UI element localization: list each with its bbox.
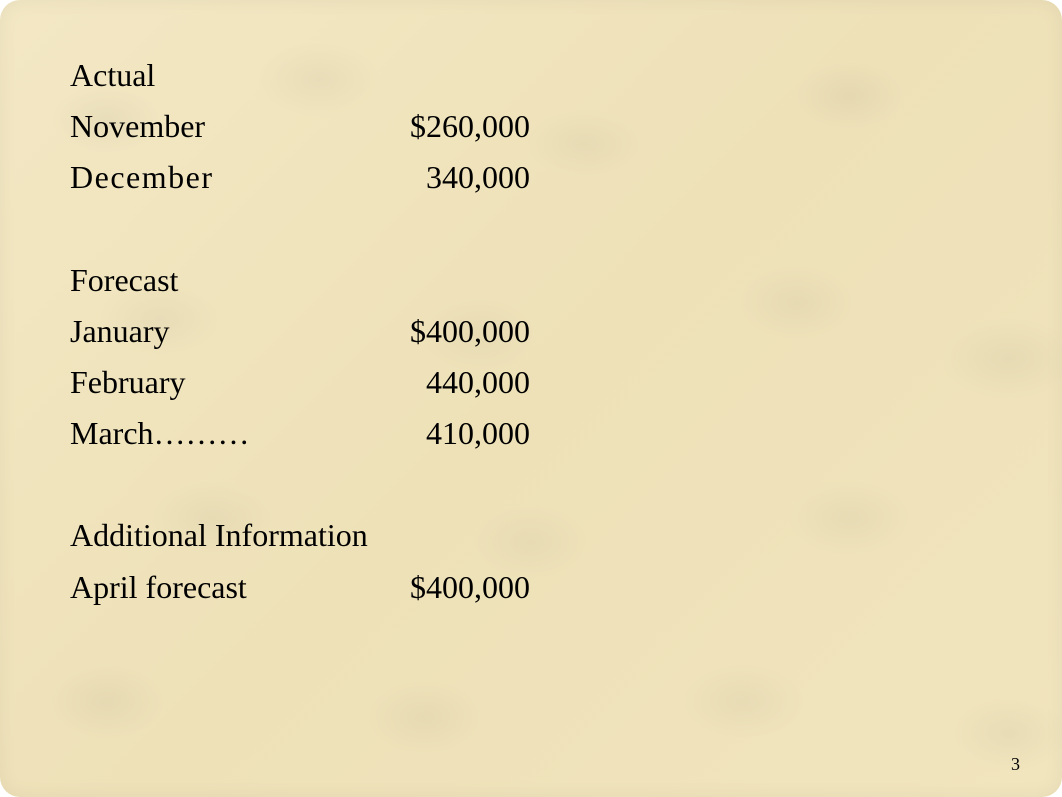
row-value: $400,000	[360, 562, 530, 613]
row-label: March………	[70, 408, 360, 459]
slide: Actual November $260,000 December 340,00…	[0, 0, 1062, 797]
row-value: $260,000	[360, 101, 530, 152]
section-heading-actual: Actual	[70, 50, 1002, 101]
section-heading-forecast: Forecast	[70, 255, 1002, 306]
data-row: December 340,000	[70, 152, 1002, 203]
data-row: November $260,000	[70, 101, 1002, 152]
page-number: 3	[1011, 754, 1020, 775]
row-value: 410,000	[360, 408, 530, 459]
row-label: January	[70, 306, 360, 357]
data-row: April forecast $400,000	[70, 562, 1002, 613]
heading-text: Additional Information	[70, 510, 368, 561]
row-label: February	[70, 357, 360, 408]
row-value: 440,000	[360, 357, 530, 408]
data-row: March……… 410,000	[70, 408, 1002, 459]
data-row: January $400,000	[70, 306, 1002, 357]
heading-text: Forecast	[70, 255, 360, 306]
data-row: February 440,000	[70, 357, 1002, 408]
row-label: December	[70, 152, 360, 203]
heading-text: Actual	[70, 50, 360, 101]
section-heading-additional: Additional Information	[70, 510, 1002, 561]
row-value: $400,000	[360, 306, 530, 357]
blank-spacer	[70, 204, 1002, 255]
blank-spacer	[70, 459, 1002, 510]
row-label: April forecast	[70, 562, 360, 613]
row-value: 340,000	[360, 152, 530, 203]
row-label: November	[70, 101, 360, 152]
